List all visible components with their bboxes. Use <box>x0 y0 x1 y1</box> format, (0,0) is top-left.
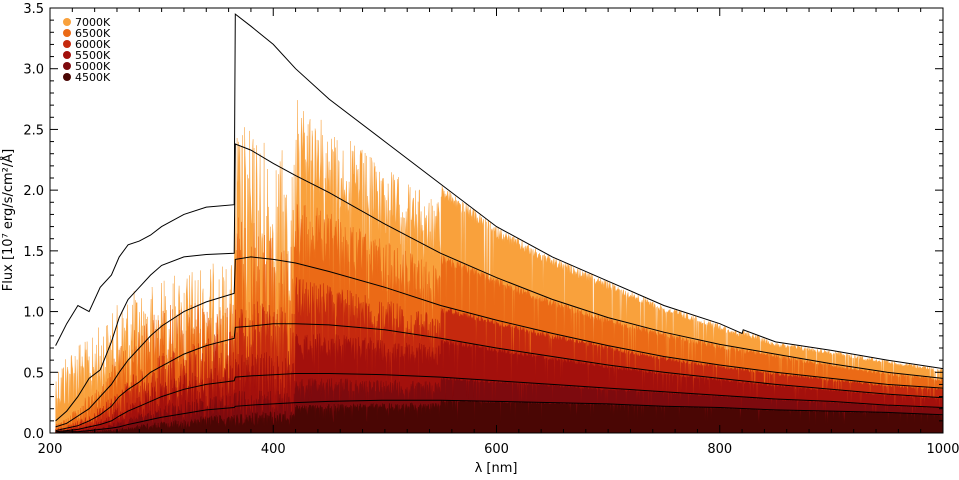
x-tick-label: 200 <box>38 442 63 457</box>
y-tick-label: 0.5 <box>23 366 44 381</box>
y-tick-label: 1.0 <box>23 306 44 321</box>
x-axis-ticks: 200 400 600 800 1000 <box>38 8 959 457</box>
x-tick-label: 600 <box>484 442 509 457</box>
continuum-line-5000k <box>55 373 944 433</box>
legend-label-5500k: 5500K <box>75 49 111 62</box>
y-axis-ticks: 0.0 0.5 1.0 1.5 2.0 2.5 3.0 3.5 <box>23 2 943 442</box>
legend-marker-6500k <box>63 29 71 37</box>
y-tick-label: 3.5 <box>23 2 44 17</box>
legend-label-5000k: 5000K <box>75 60 111 73</box>
continuum-line-5500k <box>55 323 944 432</box>
y-tick-label: 0.0 <box>23 427 44 442</box>
y-tick-label: 2.0 <box>23 184 44 199</box>
y-tick-label: 3.0 <box>23 63 44 78</box>
legend-marker-4500k <box>63 73 71 81</box>
y-tick-label: 2.5 <box>23 123 44 138</box>
legend-marker-7000k <box>63 18 71 26</box>
x-tick-label: 400 <box>261 442 286 457</box>
legend-marker-6000k <box>63 40 71 48</box>
continuum-line-4500k <box>55 399 944 434</box>
legend-label-6000k: 6000K <box>75 38 111 51</box>
x-axis-title: λ [nm] <box>475 461 518 476</box>
x-tick-label: 1000 <box>926 442 959 457</box>
legend-label-7000k: 7000K <box>75 16 111 29</box>
continuum-line-6000k <box>55 256 944 428</box>
legend-label-4500k: 4500K <box>75 71 111 84</box>
legend-label-6500k: 6500K <box>75 27 111 40</box>
continuum-lines <box>55 13 944 434</box>
continuum-line-7000k <box>55 13 944 370</box>
y-tick-label: 1.5 <box>23 245 44 260</box>
y-axis-title: Flux [10⁷ erg/s/cm²/Å] <box>0 149 16 291</box>
continuum-line-6500k <box>55 143 944 422</box>
legend-marker-5500k <box>63 51 71 59</box>
legend-marker-5000k <box>63 62 71 70</box>
x-tick-label: 800 <box>707 442 732 457</box>
spectra-fills <box>55 100 943 434</box>
